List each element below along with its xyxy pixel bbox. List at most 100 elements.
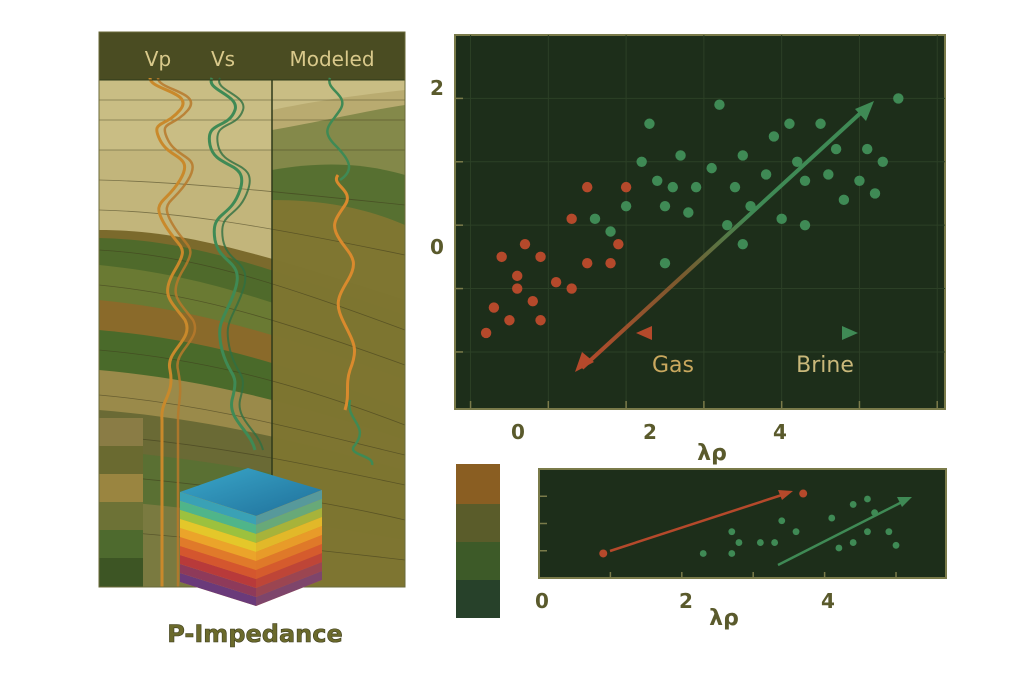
small-brine-point xyxy=(892,541,900,549)
gas-point xyxy=(488,302,500,313)
brine-point xyxy=(683,207,694,218)
cube-layer-left xyxy=(180,564,256,597)
small-crossplot xyxy=(538,468,947,579)
brine-point xyxy=(675,150,686,161)
vs-header: Vs xyxy=(211,47,235,71)
brine-point xyxy=(768,131,780,142)
vs-log-curve xyxy=(207,77,257,451)
brine-point xyxy=(799,219,811,231)
modeled-vp-curve xyxy=(333,174,357,411)
gas-point xyxy=(504,315,515,326)
trend-arrow-head-gas xyxy=(575,352,594,372)
brine-point xyxy=(714,99,725,110)
gas-point xyxy=(566,283,577,294)
brine-point xyxy=(792,156,803,167)
brine-point xyxy=(893,93,904,104)
main-x-tick-2: 2 xyxy=(643,420,657,444)
brine-point xyxy=(706,162,717,174)
brine-point xyxy=(667,181,678,193)
main-x-tick-0: 0 xyxy=(511,420,525,444)
brine-point xyxy=(815,118,826,129)
small-x-label: λρ xyxy=(709,606,739,631)
brine-point xyxy=(589,213,601,225)
gas-point xyxy=(605,258,616,269)
brine-point xyxy=(644,118,655,129)
small-brine-point xyxy=(756,539,764,546)
brine-point xyxy=(652,175,663,186)
gas-point xyxy=(496,251,507,263)
brine-point xyxy=(862,143,873,155)
cube-layer-right xyxy=(256,571,322,606)
gas-point xyxy=(613,238,624,250)
brine-point xyxy=(830,143,842,155)
cube-label: P-Impedance xyxy=(167,620,343,648)
small-gas-point xyxy=(599,549,608,558)
small-brine-point xyxy=(771,539,779,546)
brine-point xyxy=(854,175,865,186)
brine-point xyxy=(737,150,748,161)
cube-layer-left xyxy=(180,573,256,606)
brine-point xyxy=(659,258,671,269)
gas-point xyxy=(512,283,523,294)
trend-arrow xyxy=(580,106,868,370)
gas-point xyxy=(535,315,546,326)
cube-layer-right xyxy=(256,508,322,543)
gas-point xyxy=(566,213,577,225)
cube-layer-right xyxy=(256,526,322,561)
cube-layer-left xyxy=(180,510,256,543)
brine-point xyxy=(869,188,881,199)
brine-point xyxy=(636,156,647,167)
brine-point xyxy=(690,181,702,193)
gas-point xyxy=(582,258,593,269)
cube-layer-right xyxy=(256,535,322,570)
cube-layer-right xyxy=(256,544,322,579)
vp-header: Vp xyxy=(145,47,171,71)
impedance-cube xyxy=(180,468,322,606)
small-brine-point xyxy=(828,514,836,522)
small-gas-point xyxy=(799,489,808,498)
small-brine-point xyxy=(849,539,857,546)
brine-point xyxy=(799,175,811,186)
small-brine-point xyxy=(792,528,800,536)
brine-point xyxy=(838,194,850,206)
brine-point xyxy=(823,169,834,180)
brine-point xyxy=(760,169,772,180)
brine-point xyxy=(605,226,616,237)
cube-layer-right xyxy=(256,517,322,552)
cube-layer-left xyxy=(180,501,256,534)
brine-point xyxy=(620,200,632,212)
well-log-panel xyxy=(99,32,405,587)
small-brine-point xyxy=(778,517,786,525)
brine-point xyxy=(877,156,888,167)
cube-layer-right xyxy=(256,490,322,525)
brine-point xyxy=(737,238,748,250)
cube-layer-left xyxy=(180,537,256,570)
cube-layer-right xyxy=(256,562,322,597)
gas-point xyxy=(550,277,562,288)
small-x-tick-4: 4 xyxy=(821,589,835,613)
small-brine-point xyxy=(864,495,871,503)
brine-point xyxy=(776,213,787,225)
small-x-tick-2: 2 xyxy=(679,589,693,613)
brine-point xyxy=(784,118,795,129)
cube-layer-left xyxy=(180,528,256,561)
cube-layer-left xyxy=(180,546,256,579)
main-x-tick-4: 4 xyxy=(773,420,787,444)
modeled-vs-curve xyxy=(326,77,374,466)
gas-point xyxy=(480,327,492,339)
modeled-header: Modeled xyxy=(289,47,374,71)
cube-layer-left xyxy=(180,492,256,525)
gas-point xyxy=(582,181,593,193)
cube-layer-left xyxy=(180,555,256,588)
small-brine-arrow xyxy=(777,499,905,567)
gas-point xyxy=(535,251,546,263)
small-gas-arrow xyxy=(609,492,786,553)
gas-point xyxy=(519,238,531,250)
small-brine-point xyxy=(835,544,843,552)
main-y-tick-2: 2 xyxy=(430,76,444,100)
color-swatch-column xyxy=(456,464,500,618)
trend-arrow-head-brine xyxy=(855,101,874,121)
cube-layer-left xyxy=(180,519,256,552)
vp-log-curve xyxy=(148,77,189,587)
main-crossplot xyxy=(454,34,946,410)
